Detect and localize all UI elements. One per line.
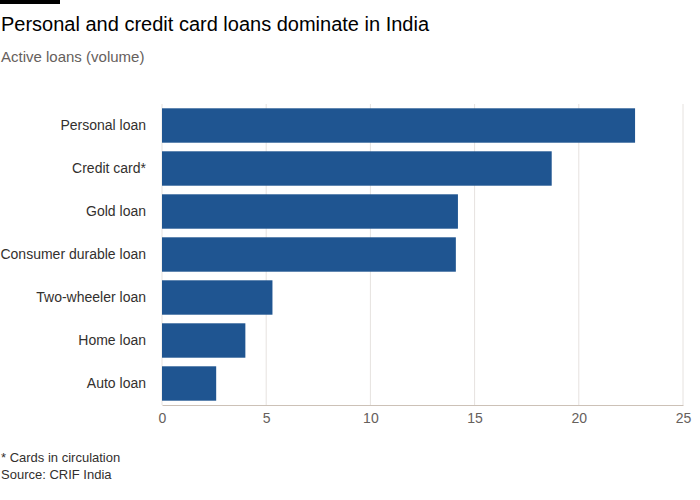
grid-line <box>578 104 579 405</box>
bar <box>162 366 216 400</box>
y-tick-label: Home loan <box>78 332 146 348</box>
top-rule <box>0 0 60 4</box>
subtitle: Active loans (volume) <box>1 48 144 65</box>
x-tick: 20 <box>572 405 588 426</box>
y-tick: Credit card* <box>72 160 146 176</box>
y-tick-label: Credit card* <box>72 160 146 176</box>
x-tick-label: 0 <box>159 410 167 426</box>
bars <box>162 108 635 400</box>
x-tick: 15 <box>467 405 483 426</box>
y-tick-label: Gold loan <box>86 203 146 219</box>
source: Source: CRIF India <box>1 467 112 482</box>
y-tick: Two-wheeler loan <box>36 289 146 305</box>
chart-svg: Personal and credit card loans dominate … <box>0 0 700 500</box>
y-tick: Auto loan <box>87 375 146 391</box>
bar <box>162 194 458 228</box>
x-tick: 25 <box>676 405 692 426</box>
bar <box>162 151 552 185</box>
grid-line <box>474 104 475 405</box>
x-tick: 0 <box>159 405 167 426</box>
y-tick: Gold loan <box>86 203 146 219</box>
y-tick-label: Consumer durable loan <box>0 246 146 262</box>
y-axis: Personal loan Credit card* Gold loan Consum… <box>0 117 146 391</box>
y-tick-label: Personal loan <box>60 117 146 133</box>
grid-line <box>683 104 684 405</box>
grid <box>162 104 683 405</box>
x-axis-line <box>163 405 684 406</box>
y-tick: Personal loan <box>60 117 146 133</box>
plot: 0 5 10 15 20 25 Personal loan Credit card* Gold … <box>0 104 691 426</box>
x-tick: 5 <box>263 405 271 426</box>
x-tick-label: 25 <box>676 410 692 426</box>
x-axis: 0 5 10 15 20 25 <box>159 405 692 426</box>
title: Personal and credit card loans dominate … <box>1 13 430 35</box>
y-tick: Consumer durable loan <box>0 246 146 262</box>
bar <box>162 280 272 314</box>
x-tick: 10 <box>363 405 379 426</box>
y-tick-label: Two-wheeler loan <box>36 289 146 305</box>
x-tick-label: 15 <box>467 410 483 426</box>
y-tick-label: Auto loan <box>87 375 146 391</box>
x-tick-label: 10 <box>363 410 379 426</box>
bar <box>162 108 635 142</box>
bar <box>162 323 245 357</box>
y-tick: Home loan <box>78 332 146 348</box>
bar <box>162 237 456 271</box>
x-tick-label: 20 <box>572 410 588 426</box>
footnote: * Cards in circulation <box>1 450 120 465</box>
x-tick-label: 5 <box>263 410 271 426</box>
